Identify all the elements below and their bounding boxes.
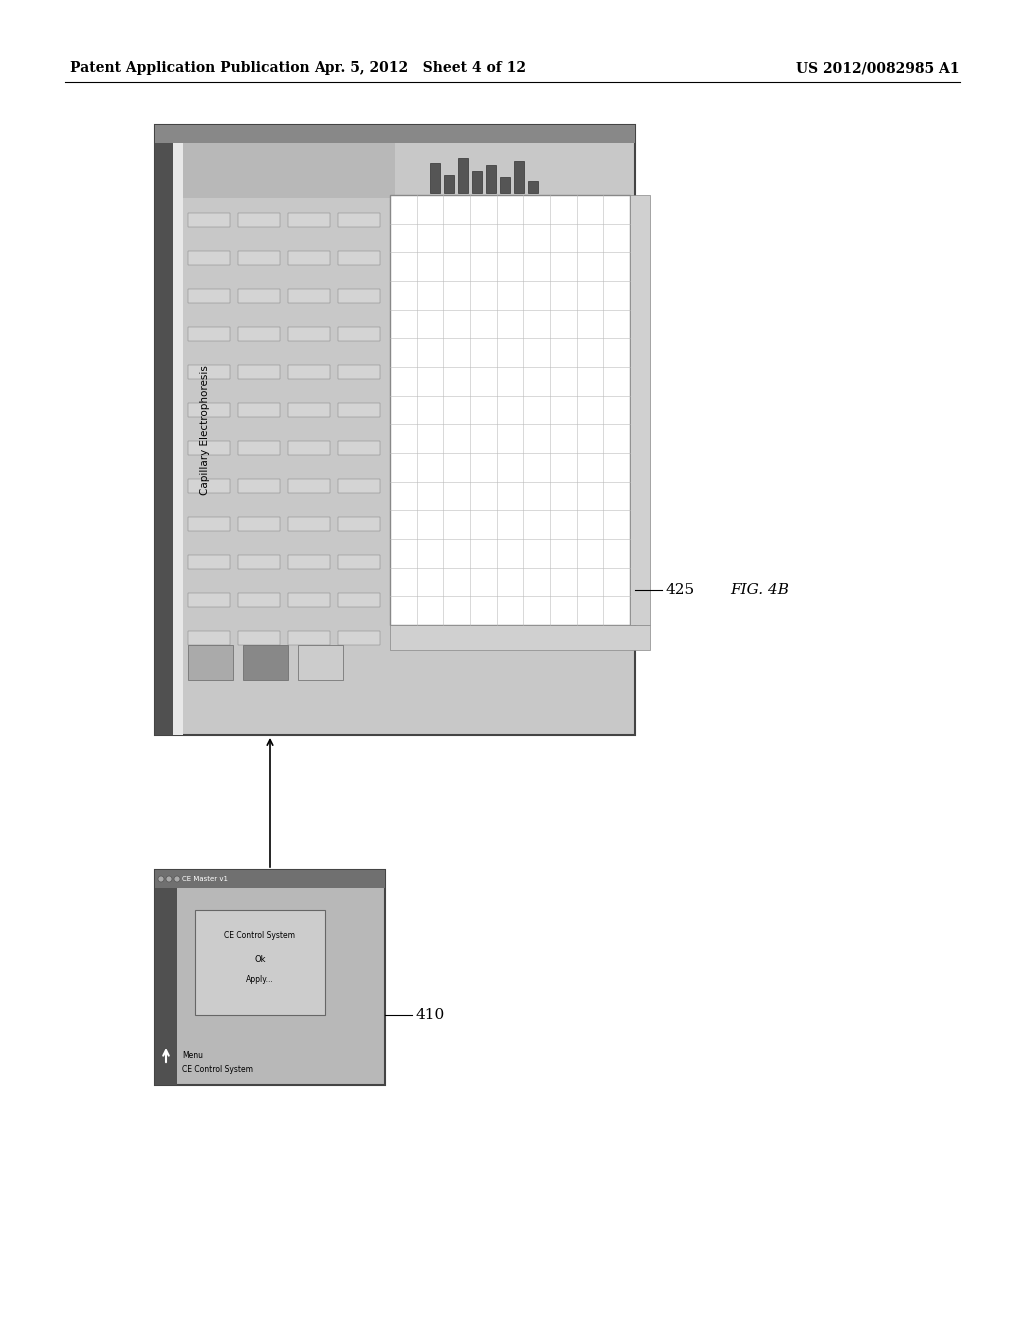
Bar bbox=[238, 441, 280, 455]
Bar bbox=[188, 289, 230, 304]
Bar bbox=[188, 366, 230, 379]
Bar bbox=[288, 593, 330, 607]
Bar bbox=[288, 403, 330, 417]
Bar bbox=[338, 554, 380, 569]
Bar bbox=[338, 403, 380, 417]
Bar bbox=[188, 479, 230, 492]
Bar bbox=[188, 403, 230, 417]
Bar bbox=[238, 517, 280, 531]
Bar bbox=[155, 143, 173, 735]
Bar bbox=[188, 554, 230, 569]
Bar bbox=[288, 366, 330, 379]
Bar bbox=[243, 645, 288, 680]
Bar bbox=[288, 441, 330, 455]
Bar bbox=[155, 125, 635, 735]
Bar bbox=[155, 125, 635, 143]
Bar bbox=[155, 870, 385, 1085]
Bar bbox=[338, 289, 380, 304]
Bar bbox=[238, 327, 280, 341]
Text: 410: 410 bbox=[415, 1008, 444, 1022]
Bar bbox=[288, 479, 330, 492]
Bar bbox=[430, 162, 440, 193]
Bar bbox=[238, 213, 280, 227]
Bar bbox=[444, 176, 454, 193]
Bar bbox=[238, 593, 280, 607]
Bar bbox=[288, 517, 330, 531]
Text: Capillary Electrophoresis: Capillary Electrophoresis bbox=[200, 366, 210, 495]
Bar bbox=[338, 631, 380, 645]
Circle shape bbox=[166, 876, 172, 882]
Bar bbox=[390, 624, 650, 649]
Bar bbox=[183, 143, 395, 198]
Bar bbox=[338, 441, 380, 455]
Circle shape bbox=[174, 876, 180, 882]
Bar bbox=[155, 888, 177, 1085]
Bar bbox=[390, 195, 630, 624]
Bar bbox=[238, 479, 280, 492]
Bar bbox=[188, 327, 230, 341]
Bar bbox=[500, 177, 510, 193]
Bar bbox=[238, 631, 280, 645]
Text: Apr. 5, 2012   Sheet 4 of 12: Apr. 5, 2012 Sheet 4 of 12 bbox=[314, 61, 526, 75]
Bar bbox=[288, 289, 330, 304]
Bar bbox=[288, 213, 330, 227]
Bar bbox=[238, 289, 280, 304]
Text: Patent Application Publication: Patent Application Publication bbox=[70, 61, 309, 75]
Bar bbox=[338, 479, 380, 492]
Bar bbox=[338, 366, 380, 379]
Circle shape bbox=[158, 876, 164, 882]
Bar bbox=[338, 517, 380, 531]
Bar bbox=[528, 181, 538, 193]
Text: FIG. 4B: FIG. 4B bbox=[730, 583, 790, 597]
Bar bbox=[288, 631, 330, 645]
Bar bbox=[486, 165, 496, 193]
Bar bbox=[195, 909, 325, 1015]
Bar bbox=[188, 593, 230, 607]
Text: 425: 425 bbox=[665, 583, 694, 597]
Bar bbox=[338, 251, 380, 265]
Bar bbox=[188, 251, 230, 265]
Bar bbox=[238, 251, 280, 265]
Bar bbox=[338, 593, 380, 607]
Bar bbox=[338, 213, 380, 227]
Bar bbox=[298, 645, 343, 680]
Bar bbox=[188, 517, 230, 531]
Bar bbox=[188, 213, 230, 227]
Bar bbox=[173, 143, 183, 735]
Bar bbox=[288, 327, 330, 341]
Text: Ok: Ok bbox=[254, 956, 266, 965]
Text: US 2012/0082985 A1: US 2012/0082985 A1 bbox=[797, 61, 961, 75]
Bar bbox=[472, 172, 482, 193]
Bar bbox=[630, 195, 650, 624]
Bar bbox=[238, 554, 280, 569]
Text: Menu: Menu bbox=[182, 1051, 203, 1060]
Text: CE Master v1: CE Master v1 bbox=[182, 876, 228, 882]
Bar bbox=[288, 554, 330, 569]
Text: CE Control System: CE Control System bbox=[182, 1065, 253, 1074]
Bar bbox=[238, 403, 280, 417]
Bar bbox=[188, 441, 230, 455]
Bar bbox=[188, 631, 230, 645]
Bar bbox=[238, 366, 280, 379]
Bar bbox=[458, 158, 468, 193]
Bar bbox=[288, 251, 330, 265]
Bar bbox=[188, 645, 233, 680]
Text: Apply...: Apply... bbox=[246, 975, 273, 985]
Bar bbox=[514, 161, 524, 193]
Bar bbox=[155, 870, 385, 888]
Text: CE Control System: CE Control System bbox=[224, 931, 296, 940]
Bar bbox=[338, 327, 380, 341]
